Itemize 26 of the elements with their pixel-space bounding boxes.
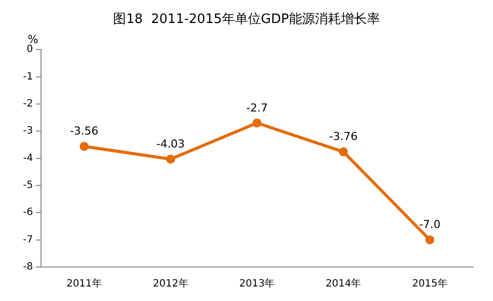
y-tick-label: -4 [22,152,33,164]
x-tick-label: 2013年 [239,278,275,290]
y-tick-label: -2 [22,98,33,110]
chart-title: 图18 2011-2015年单位GDP能源消耗增长率 [113,11,380,28]
point [80,142,89,151]
data-label: -3.56 [70,124,98,138]
data-label: -3.76 [329,130,358,144]
x-tick-label: 2011年 [66,278,102,290]
x-tick-label: 2014年 [326,278,362,290]
x-tick-label: 2012年 [152,278,188,290]
y-tick-label: -1 [22,71,33,82]
y-tick-label: -6 [22,207,33,218]
y-tick-label: -3 [22,126,33,137]
y-tick-label: -8 [22,262,33,273]
y-tick-label: 0 [26,44,33,56]
point [166,154,176,164]
x-tick-label: 2015年 [412,278,448,290]
data-label: -7.0 [419,218,441,232]
point [338,147,348,156]
data-label: -2.7 [246,101,268,114]
point [252,118,262,128]
y-axis-title: % [28,32,38,46]
data-label: -4.03 [156,137,185,150]
y-tick-label: -7 [22,234,33,246]
point [425,235,434,244]
y-tick-label: -5 [22,180,33,192]
